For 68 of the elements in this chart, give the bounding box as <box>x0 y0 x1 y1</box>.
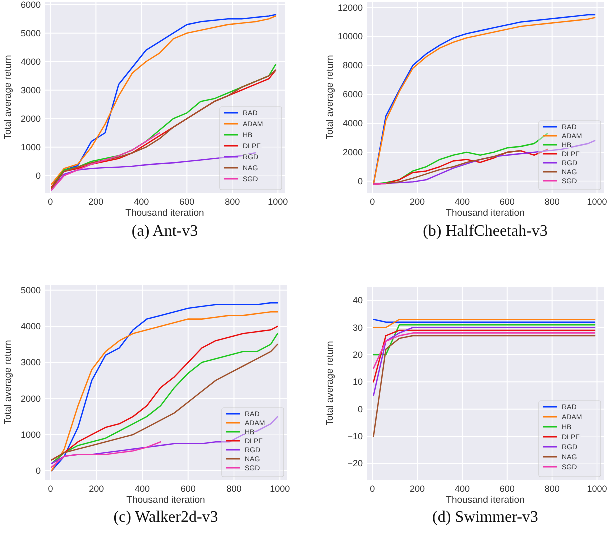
y-tick-label: −10 <box>348 432 363 442</box>
x-tick-label: 800 <box>226 484 242 494</box>
y-tick-label: 0 <box>358 404 363 414</box>
x-tick-label: 400 <box>454 484 470 494</box>
text: (b) HalfCheetah-v3 <box>423 223 548 240</box>
y-tick-label: 2000 <box>20 394 41 404</box>
y-axis-title: Total average return <box>325 55 336 140</box>
x-tick-label: 600 <box>500 197 515 207</box>
x-tick-label: 600 <box>180 484 196 494</box>
line-series <box>373 335 596 438</box>
y-tick-label: 6000 <box>20 0 41 10</box>
x-tick-label: 800 <box>225 197 240 207</box>
y-tick-label: 5000 <box>20 285 41 296</box>
x-tick-label: 0 <box>48 484 54 494</box>
x-tick-label: 200 <box>88 197 104 207</box>
y-tick-label: 10 <box>352 377 363 388</box>
x-tick-label: 800 <box>544 197 560 207</box>
y-tick-label: 2000 <box>20 114 41 124</box>
y-tick-label: 30 <box>352 322 363 333</box>
x-tick-label: 1000 <box>268 197 288 207</box>
line-series <box>373 332 596 370</box>
text: (c) Walker2d-v3 <box>114 509 218 526</box>
y-tick-label: 0 <box>36 170 41 181</box>
y-tick-label: 4000 <box>20 322 41 332</box>
line-series <box>373 327 596 396</box>
y-tick-label: 0 <box>358 176 363 186</box>
y-tick-label: 4000 <box>20 56 41 67</box>
x-tick-label: 600 <box>500 484 515 494</box>
x-tick-label: 0 <box>370 197 376 207</box>
y-tick-label: 6000 <box>342 90 363 100</box>
y-tick-label: 40 <box>352 296 363 306</box>
y-tick-label: −20 <box>348 458 363 469</box>
x-tick-label: 1000 <box>587 197 608 207</box>
y-tick-label: 4000 <box>342 118 363 129</box>
x-tick-label: 0 <box>370 484 376 494</box>
y-axis-title: Total average return <box>3 340 14 425</box>
x-tick-label: 400 <box>134 484 150 494</box>
y-tick-label: 8000 <box>342 60 363 71</box>
text: (a) Ant-v3 <box>132 223 198 240</box>
text: (d) Swimmer-v3 <box>432 509 538 526</box>
x-axis-title: Thousand iteration <box>446 208 525 219</box>
x-tick-label: 400 <box>454 197 470 207</box>
x-axis-title: Thousand iteration <box>126 208 204 219</box>
y-axis-title: Total average return <box>3 55 14 140</box>
y-tick-label: 3000 <box>20 85 41 96</box>
y-tick-label: 3000 <box>20 358 41 368</box>
x-axis-title: Thousand iteration <box>126 495 206 506</box>
x-tick-label: 200 <box>89 484 104 494</box>
x-tick-label: 200 <box>410 197 426 207</box>
y-tick-label: 20 <box>352 350 363 360</box>
y-tick-label: 2000 <box>342 147 363 158</box>
y-tick-label: 0 <box>36 466 41 476</box>
x-tick-label: 200 <box>410 484 426 494</box>
y-axis-title: Total average return <box>325 341 336 426</box>
x-tick-label: 1000 <box>270 484 290 494</box>
x-tick-label: 400 <box>134 197 150 207</box>
x-tick-label: 0 <box>48 197 54 207</box>
y-tick-label: 12000 <box>338 2 363 13</box>
line-series <box>51 132 161 191</box>
y-tick-label: 1000 <box>20 142 41 152</box>
y-tick-label: 5000 <box>20 28 41 38</box>
x-tick-label: 600 <box>180 197 195 207</box>
x-tick-label: 1000 <box>587 484 608 494</box>
y-tick-label: 1000 <box>20 430 41 440</box>
x-axis-title: Thousand iteration <box>446 495 525 506</box>
y-tick-label: 10000 <box>338 32 363 42</box>
x-tick-label: 800 <box>544 484 560 494</box>
line-series <box>51 441 162 468</box>
